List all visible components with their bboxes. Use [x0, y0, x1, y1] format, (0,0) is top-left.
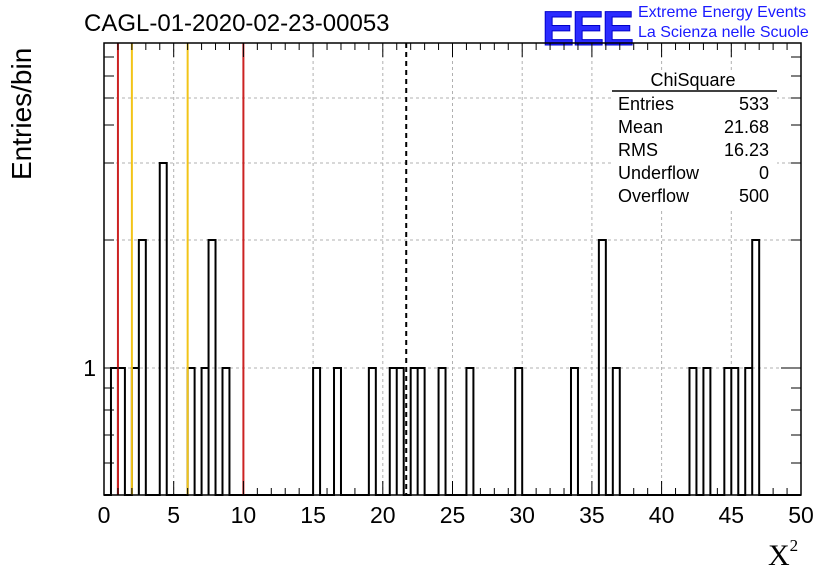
histogram-bin: [160, 163, 167, 495]
stats-box-title: ChiSquare: [650, 70, 735, 90]
histogram-bin: [731, 368, 738, 495]
histogram-bin: [599, 240, 606, 495]
stats-row-label: RMS: [618, 140, 658, 160]
stats-box: ChiSquare Entries 533 Mean 21.68 RMS 16.23 Unde…: [612, 70, 777, 210]
stats-row-value: 500: [739, 186, 769, 206]
histogram-bin: [515, 368, 522, 495]
histogram-bin: [369, 368, 376, 495]
histogram-bin: [202, 368, 209, 495]
x-tick-label: 0: [98, 502, 111, 528]
grid: [103, 43, 802, 495]
logo-tagline-1: Extreme Energy Events: [638, 4, 807, 21]
x-axis-label-exponent: 2: [789, 536, 799, 555]
x-tick-label: 10: [231, 502, 257, 528]
histogram-bin: [132, 368, 139, 495]
eee-logo: EEE: [541, 3, 634, 57]
marker-lines: [116, 43, 408, 495]
histogram-bin: [139, 240, 146, 495]
y-tick-label: 1: [83, 355, 96, 381]
histogram-bin: [689, 368, 696, 495]
histogram-bin: [466, 368, 473, 495]
histogram-bin: [111, 368, 118, 495]
histogram-bin: [390, 368, 397, 495]
stats-box-background: [612, 70, 777, 210]
x-tick-label: 45: [719, 502, 745, 528]
histogram-bin: [724, 368, 731, 495]
histogram-bin: [397, 368, 404, 495]
x-tick-label: 30: [509, 502, 535, 528]
histogram-bin: [745, 368, 752, 495]
histogram-bin: [439, 368, 446, 495]
stats-row-label: Underflow: [618, 163, 700, 183]
histogram-bin: [703, 368, 710, 495]
histogram-bin: [411, 368, 418, 495]
histogram-bin: [118, 368, 125, 495]
stats-row-value: 533: [739, 94, 769, 114]
stats-row-value: 21.68: [724, 117, 769, 137]
histogram-bin: [222, 368, 229, 495]
x-tick-label: 25: [440, 502, 466, 528]
histogram-bin: [571, 368, 578, 495]
x-axis-label: X2: [768, 536, 798, 573]
histogram-bin: [313, 368, 320, 495]
stats-row-label: Mean: [618, 117, 663, 137]
stats-row-label: Overflow: [618, 186, 690, 206]
stats-row-value: 16.23: [724, 140, 769, 160]
histogram-bin: [752, 240, 759, 495]
x-tick-label: 35: [579, 502, 605, 528]
x-tick-label: 5: [167, 502, 180, 528]
histogram-bin: [188, 368, 195, 495]
x-tick-label: 15: [300, 502, 326, 528]
stats-row-label: Entries: [618, 94, 674, 114]
logo-tagline-2: La Scienza nelle Scuole: [638, 24, 809, 41]
x-tick-label: 50: [788, 502, 814, 528]
x-axis-label-base: X: [768, 539, 790, 572]
histogram-bin: [334, 368, 341, 495]
histogram-bin: [418, 368, 425, 495]
axes: 0 5 10 15 20 25 30 35 40 45 50 1: [83, 42, 814, 528]
histogram-bin: [209, 240, 216, 495]
chart-title: CAGL-01-2020-02-23-00053: [84, 10, 390, 37]
stats-row-value: 0: [759, 163, 769, 183]
x-tick-label: 40: [649, 502, 675, 528]
x-tick-label: 20: [370, 502, 396, 528]
histogram-bin: [613, 368, 620, 495]
